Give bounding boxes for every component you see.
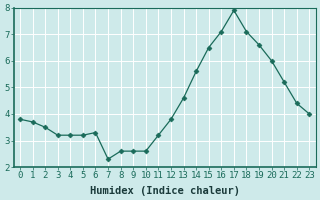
X-axis label: Humidex (Indice chaleur): Humidex (Indice chaleur): [90, 186, 240, 196]
